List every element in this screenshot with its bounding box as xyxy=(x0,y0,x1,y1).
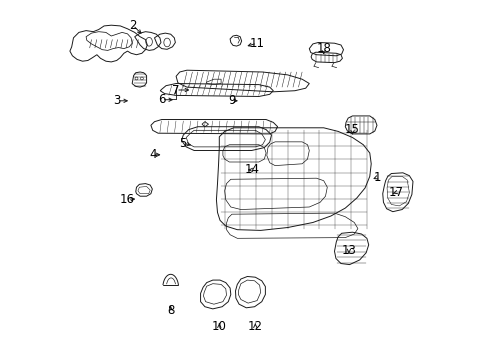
Text: 3: 3 xyxy=(113,94,120,107)
Text: 1: 1 xyxy=(373,171,381,184)
Text: 2: 2 xyxy=(129,19,136,32)
Text: 9: 9 xyxy=(228,94,235,107)
Text: 18: 18 xyxy=(316,42,330,55)
Text: 8: 8 xyxy=(167,304,174,317)
Text: 17: 17 xyxy=(387,186,403,199)
Text: 7: 7 xyxy=(172,84,180,96)
Text: 13: 13 xyxy=(341,244,356,257)
Text: 12: 12 xyxy=(247,320,262,333)
Text: 14: 14 xyxy=(244,163,259,176)
Text: 15: 15 xyxy=(345,123,359,136)
Text: 6: 6 xyxy=(158,93,165,106)
Text: 16: 16 xyxy=(120,193,135,206)
Text: 4: 4 xyxy=(149,148,156,161)
Text: 5: 5 xyxy=(179,137,186,150)
Text: 10: 10 xyxy=(211,320,226,333)
Text: 11: 11 xyxy=(249,37,264,50)
